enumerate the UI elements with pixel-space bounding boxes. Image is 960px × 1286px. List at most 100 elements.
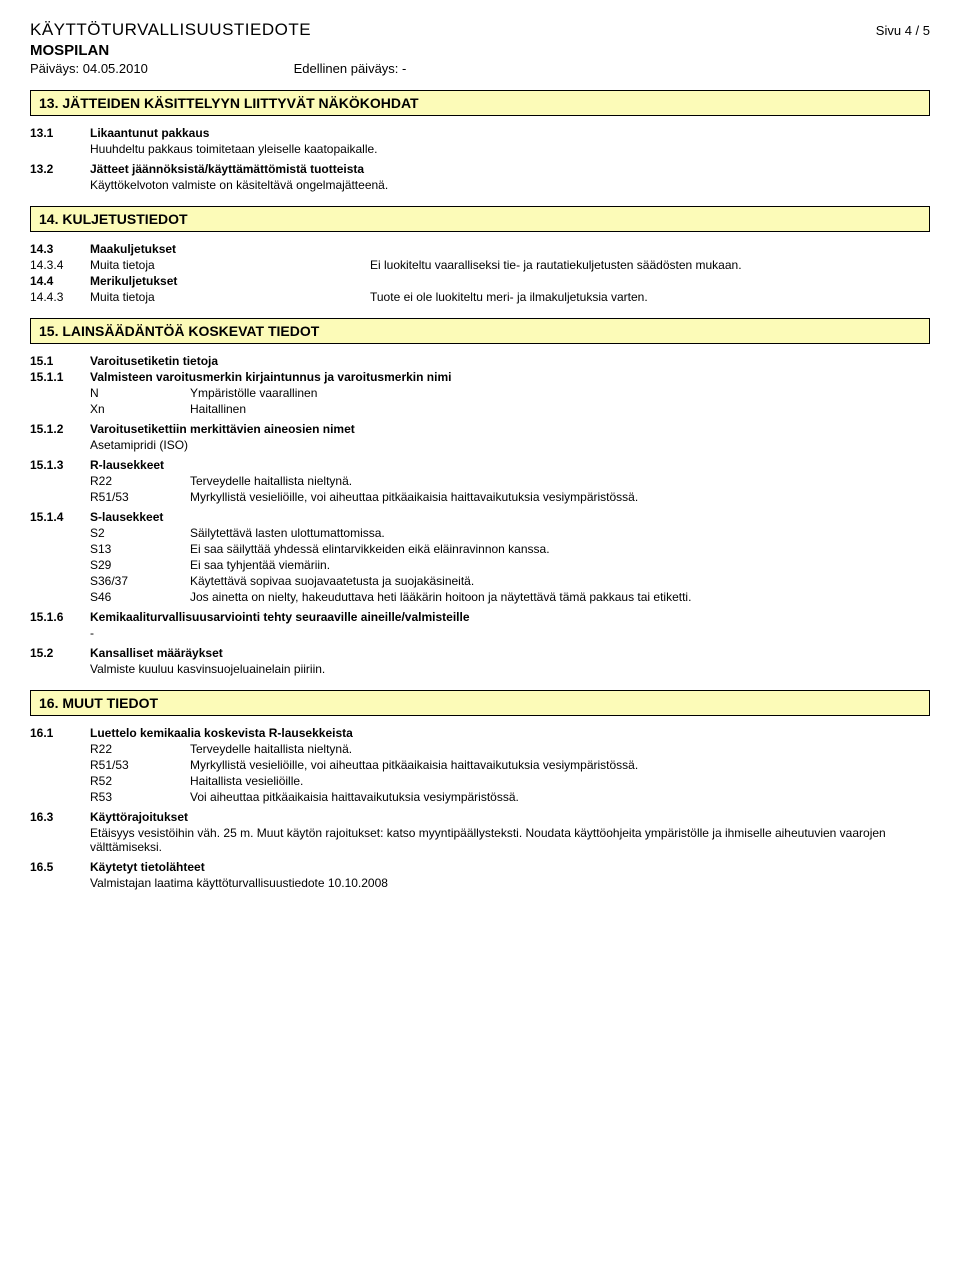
row-15-1-6-text: - (90, 626, 930, 640)
kv-val: Terveydelle haitallista nieltynä. (190, 474, 930, 488)
row-num: 13.1 (30, 126, 90, 140)
kv-key: S2 (90, 526, 190, 540)
section-14-header: 14. KULJETUSTIEDOT (30, 206, 930, 232)
kv-key: S13 (90, 542, 190, 556)
row-num: 15.1.2 (30, 422, 90, 436)
kv-val: Ei saa tyhjentää viemäriin. (190, 558, 930, 572)
kv-key: R51/53 (90, 490, 190, 504)
row-label: Jätteet jäännöksistä/käyttämättömistä tu… (90, 162, 364, 176)
row-label: Muita tietoja (90, 258, 370, 272)
kv-val: Jos ainetta on nielty, hakeuduttava heti… (190, 590, 930, 604)
row-16-5: 16.5 Käytetyt tietolähteet (30, 860, 930, 874)
section-13-header: 13. JÄTTEIDEN KÄSITTELYYN LIITTYVÄT NÄKÖ… (30, 90, 930, 116)
row-label: R-lausekkeet (90, 458, 370, 472)
row-15-1-4: 15.1.4 S-lausekkeet (30, 510, 930, 524)
row-num: 14.3 (30, 242, 90, 256)
row-label: Käyttörajoitukset (90, 810, 370, 824)
kv-key: N (90, 386, 190, 400)
row-15-1-2-text: Asetamipridi (ISO) (90, 438, 930, 452)
row-16-3-text: Etäisyys vesistöihin väh. 25 m. Muut käy… (90, 826, 930, 854)
kv-key: Xn (90, 402, 190, 416)
row-label: Maakuljetukset (90, 242, 370, 256)
row-num: 14.4.3 (30, 290, 90, 304)
kv-row: S29 Ei saa tyhjentää viemäriin. (90, 558, 930, 572)
row-13-2: 13.2 Jätteet jäännöksistä/käyttämättömis… (30, 162, 930, 176)
kv-key: R22 (90, 742, 190, 756)
row-13-1-text: Huuhdeltu pakkaus toimitetaan yleiselle … (90, 142, 930, 156)
row-num: 16.1 (30, 726, 90, 740)
row-14-3-4: 14.3.4 Muita tietoja Ei luokiteltu vaara… (30, 258, 930, 272)
kv-row: R53 Voi aiheuttaa pitkäaikaisia haittava… (90, 790, 930, 804)
row-num: 15.1.4 (30, 510, 90, 524)
row-label: S-lausekkeet (90, 510, 370, 524)
kv-key: R52 (90, 774, 190, 788)
row-value: Tuote ei ole luokiteltu meri- ja ilmakul… (370, 290, 930, 304)
row-16-3: 16.3 Käyttörajoitukset (30, 810, 930, 824)
row-15-1-2: 15.1.2 Varoitusetikettiin merkittävien a… (30, 422, 930, 436)
kv-row: R22 Terveydelle haitallista nieltynä. (90, 742, 930, 756)
kv-row: R51/53 Myrkyllistä vesieliöille, voi aih… (90, 490, 930, 504)
kv-val: Ei saa säilyttää yhdessä elintarvikkeide… (190, 542, 930, 556)
row-16-1: 16.1 Luettelo kemikaalia koskevista R-la… (30, 726, 930, 740)
document-subtitle: MOSPILAN (30, 42, 930, 59)
kv-row: S46 Jos ainetta on nielty, hakeuduttava … (90, 590, 930, 604)
row-14-4: 14.4 Merikuljetukset (30, 274, 930, 288)
kv-val: Myrkyllistä vesieliöille, voi aiheuttaa … (190, 758, 930, 772)
row-value: Ei luokiteltu vaaralliseksi tie- ja raut… (370, 258, 930, 272)
row-label: Merikuljetukset (90, 274, 370, 288)
row-num: 15.1.1 (30, 370, 90, 384)
kv-val: Terveydelle haitallista nieltynä. (190, 742, 930, 756)
kv-row: R22 Terveydelle haitallista nieltynä. (90, 474, 930, 488)
row-num: 14.4 (30, 274, 90, 288)
row-num: 15.1 (30, 354, 90, 368)
row-15-1-1: 15.1.1 Valmisteen varoitusmerkin kirjain… (30, 370, 930, 384)
row-13-2-text: Käyttökelvoton valmiste on käsiteltävä o… (90, 178, 930, 192)
kv-key: R51/53 (90, 758, 190, 772)
kv-val: Haitallista vesieliöille. (190, 774, 930, 788)
page-number: Sivu 4 / 5 (876, 23, 930, 38)
row-num: 15.2 (30, 646, 90, 660)
row-num: 16.3 (30, 810, 90, 824)
row-label: Likaantunut pakkaus (90, 126, 370, 140)
row-label: Käytetyt tietolähteet (90, 860, 370, 874)
row-14-3: 14.3 Maakuljetukset (30, 242, 930, 256)
row-label: Kemikaaliturvallisuusarviointi tehty seu… (90, 610, 470, 624)
document-title: KÄYTTÖTURVALLISUUSTIEDOTE (30, 20, 311, 40)
row-13-1: 13.1 Likaantunut pakkaus (30, 126, 930, 140)
kv-val: Ympäristölle vaarallinen (190, 386, 930, 400)
kv-val: Käytettävä sopivaa suojavaatetusta ja su… (190, 574, 930, 588)
row-label: Muita tietoja (90, 290, 370, 304)
row-label: Luettelo kemikaalia koskevista R-lausekk… (90, 726, 353, 740)
kv-row: Xn Haitallinen (90, 402, 930, 416)
row-label: Varoitusetiketin tietoja (90, 354, 370, 368)
row-15-2: 15.2 Kansalliset määräykset (30, 646, 930, 660)
row-label: Kansalliset määräykset (90, 646, 370, 660)
previous-date: Edellinen päiväys: - (294, 61, 407, 76)
kv-key: R53 (90, 790, 190, 804)
row-num: 14.3.4 (30, 258, 90, 272)
row-15-1: 15.1 Varoitusetiketin tietoja (30, 354, 930, 368)
kv-val: Myrkyllistä vesieliöille, voi aiheuttaa … (190, 490, 930, 504)
section-16-header: 16. MUUT TIEDOT (30, 690, 930, 716)
document-header: KÄYTTÖTURVALLISUUSTIEDOTE Sivu 4 / 5 (30, 20, 930, 40)
row-15-2-text: Valmiste kuuluu kasvinsuojeluainelain pi… (90, 662, 930, 676)
kv-row: R51/53 Myrkyllistä vesieliöille, voi aih… (90, 758, 930, 772)
kv-row: S36/37 Käytettävä sopivaa suojavaatetust… (90, 574, 930, 588)
kv-row: R52 Haitallista vesieliöille. (90, 774, 930, 788)
kv-val: Haitallinen (190, 402, 930, 416)
date-row: Päiväys: 04.05.2010 Edellinen päiväys: - (30, 61, 930, 76)
row-num: 16.5 (30, 860, 90, 874)
row-num: 15.1.6 (30, 610, 90, 624)
row-label: Valmisteen varoitusmerkin kirjaintunnus … (90, 370, 451, 384)
row-label: Varoitusetikettiin merkittävien aineosie… (90, 422, 355, 436)
kv-row: N Ympäristölle vaarallinen (90, 386, 930, 400)
kv-row: S2 Säilytettävä lasten ulottumattomissa. (90, 526, 930, 540)
date-label: Päiväys: 04.05.2010 (30, 61, 290, 76)
row-16-5-text: Valmistajan laatima käyttöturvallisuusti… (90, 876, 930, 890)
kv-key: S29 (90, 558, 190, 572)
kv-val: Säilytettävä lasten ulottumattomissa. (190, 526, 930, 540)
row-15-1-6: 15.1.6 Kemikaaliturvallisuusarviointi te… (30, 610, 930, 624)
kv-key: S46 (90, 590, 190, 604)
section-15-header: 15. LAINSÄÄDÄNTÖÄ KOSKEVAT TIEDOT (30, 318, 930, 344)
kv-val: Voi aiheuttaa pitkäaikaisia haittavaikut… (190, 790, 930, 804)
